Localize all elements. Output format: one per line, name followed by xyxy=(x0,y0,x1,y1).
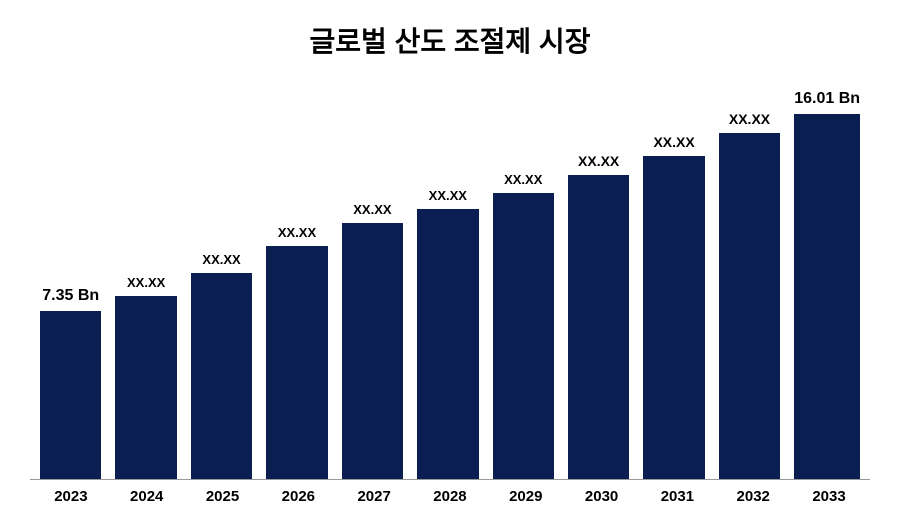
x-axis-label: 2028 xyxy=(419,488,481,505)
x-axis-label: 2025 xyxy=(192,488,254,505)
bar-group: XX.XX xyxy=(568,90,629,479)
x-axis-label: 2029 xyxy=(495,488,557,505)
bar xyxy=(568,175,629,479)
bar-value-label: XX.XX xyxy=(127,275,165,290)
bar-group: XX.XX xyxy=(417,90,478,479)
x-axis-label: 2032 xyxy=(722,488,784,505)
bar xyxy=(417,209,478,479)
chart-area: 7.35 Bn XX.XX XX.XX XX.XX XX.XX XX.XX XX.XX XX.… xyxy=(30,90,870,505)
bar-group: XX.XX xyxy=(191,90,252,479)
x-axis-label: 2023 xyxy=(40,488,102,505)
bar-group: XX.XX xyxy=(266,90,327,479)
bar xyxy=(794,114,860,479)
bar xyxy=(266,246,327,479)
bar-group: XX.XX xyxy=(643,90,704,479)
chart-title: 글로벌 산도 조절제 시장 xyxy=(30,20,870,60)
x-axis-label: 2024 xyxy=(116,488,178,505)
x-axis-label: 2031 xyxy=(647,488,709,505)
bar-value-label: XX.XX xyxy=(504,172,542,187)
chart-container: 글로벌 산도 조절제 시장 7.35 Bn XX.XX XX.XX XX.XX XX.X… xyxy=(0,0,900,525)
bars-row: 7.35 Bn XX.XX XX.XX XX.XX XX.XX XX.XX XX.XX XX.… xyxy=(30,90,870,480)
bar-value-label: 7.35 Bn xyxy=(42,287,99,305)
bar-value-label: XX.XX xyxy=(653,134,694,150)
bar-value-label: XX.XX xyxy=(353,202,391,217)
bar-value-label: XX.XX xyxy=(429,188,467,203)
x-axis: 2023 2024 2025 2026 2027 2028 2029 2030 2031 2032… xyxy=(30,480,870,505)
x-axis-label: 2026 xyxy=(267,488,329,505)
bar-group: XX.XX xyxy=(115,90,176,479)
bar xyxy=(719,133,780,479)
bar-value-label: XX.XX xyxy=(278,225,316,240)
bar-value-label: XX.XX xyxy=(578,153,619,169)
bar xyxy=(493,193,554,479)
bar xyxy=(40,311,101,479)
bar-value-label: 16.01 Bn xyxy=(794,90,860,108)
bar xyxy=(643,156,704,479)
bar-group: 7.35 Bn xyxy=(40,90,101,479)
bar-value-label: XX.XX xyxy=(729,111,770,127)
bar xyxy=(191,273,252,479)
bar-group: XX.XX xyxy=(493,90,554,479)
bar-group: XX.XX xyxy=(342,90,403,479)
x-axis-label: 2030 xyxy=(571,488,633,505)
bar xyxy=(342,223,403,479)
x-axis-label: 2027 xyxy=(343,488,405,505)
bar-group: XX.XX xyxy=(719,90,780,479)
bar-value-label: XX.XX xyxy=(202,252,240,267)
bar-group: 16.01 Bn xyxy=(794,90,860,479)
x-axis-label: 2033 xyxy=(798,488,860,505)
bar xyxy=(115,296,176,479)
